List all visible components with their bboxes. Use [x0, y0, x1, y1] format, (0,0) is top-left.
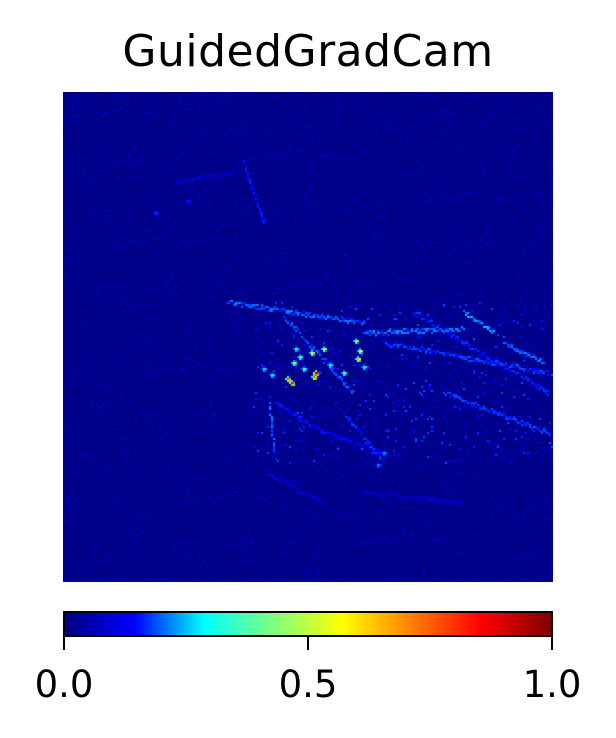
saliency-heatmap-image — [63, 92, 553, 582]
colorbar — [63, 611, 553, 637]
colorbar-tick-2 — [551, 637, 553, 650]
colorbar-tick-label-1: 0.5 — [278, 663, 338, 706]
colorbar-tick-0 — [63, 637, 65, 650]
colorbar-tick-label-0: 0.0 — [34, 663, 94, 706]
colorbar-tick-1 — [307, 637, 309, 650]
colorbar-tick-label-2: 1.0 — [522, 663, 582, 706]
figure-title: GuidedGradCam — [122, 26, 494, 77]
